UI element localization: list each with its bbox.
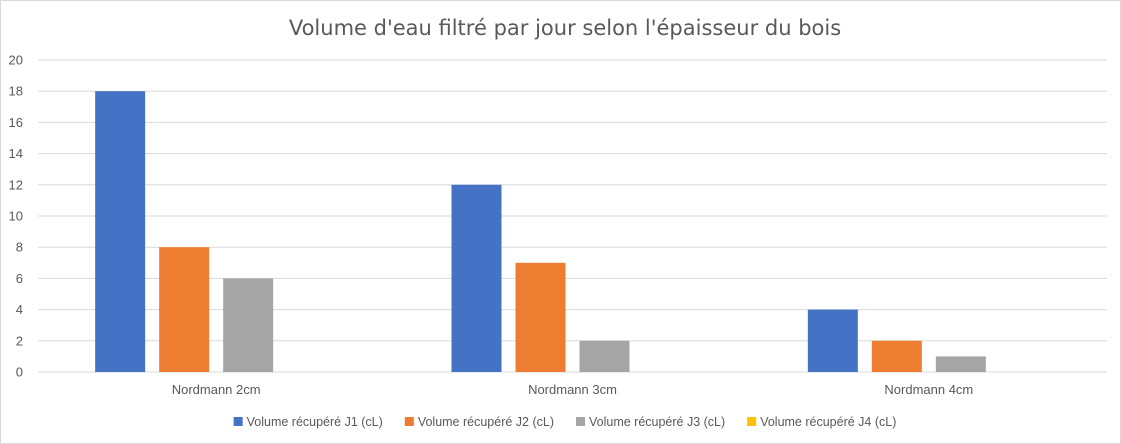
chart-title: Volume d'eau filtré par jour selon l'épa… [289, 16, 841, 40]
y-tick-label: 10 [9, 209, 23, 224]
legend-item: Volume récupéré J3 (cL) [576, 415, 725, 429]
legend-swatch [233, 417, 243, 426]
x-category-label: Nordmann 3cm [528, 382, 617, 397]
legend-swatch [404, 417, 414, 426]
y-tick-label: 0 [16, 365, 23, 380]
legend-label: Volume récupéré J4 (cL) [760, 415, 896, 429]
x-category-label: Nordmann 4cm [884, 382, 973, 397]
y-tick-label: 20 [9, 53, 23, 68]
bar [807, 309, 858, 372]
y-tick-label: 4 [16, 302, 23, 317]
y-tick-label: 6 [16, 271, 23, 286]
bars [95, 91, 986, 372]
bar [935, 356, 986, 372]
y-tick-label: 16 [9, 115, 23, 130]
legend-item: Volume récupéré J4 (cL) [747, 415, 896, 429]
legend-label: Volume récupéré J1 (cL) [247, 415, 383, 429]
x-axis-categories: Nordmann 2cm Nordmann 3cm Nordmann 4cm [172, 382, 974, 397]
y-tick-label: 8 [16, 240, 23, 255]
legend: Volume récupéré J1 (cL) Volume récupéré J… [233, 415, 896, 429]
legend-swatch [747, 417, 757, 426]
bar [451, 184, 502, 372]
y-axis-ticks: 0 2 4 6 8 10 12 14 16 18 20 [9, 53, 23, 380]
legend-item: Volume récupéré J2 (cL) [404, 415, 554, 429]
legend-label: Volume récupéré J2 (cL) [418, 415, 554, 429]
y-tick-label: 18 [9, 84, 23, 99]
gridlines [38, 59, 1107, 373]
bar [159, 247, 210, 372]
y-tick-label: 2 [16, 333, 23, 348]
bar [515, 262, 566, 372]
legend-swatch [576, 417, 585, 426]
bar [579, 340, 630, 372]
y-tick-label: 14 [9, 146, 23, 161]
legend-label: Volume récupéré J3 (cL) [589, 415, 725, 429]
bar [95, 91, 146, 372]
y-tick-label: 12 [9, 177, 23, 192]
bar [223, 278, 274, 372]
x-category-label: Nordmann 2cm [172, 382, 261, 397]
legend-item: Volume récupéré J1 (cL) [233, 415, 383, 429]
bar [871, 340, 922, 372]
